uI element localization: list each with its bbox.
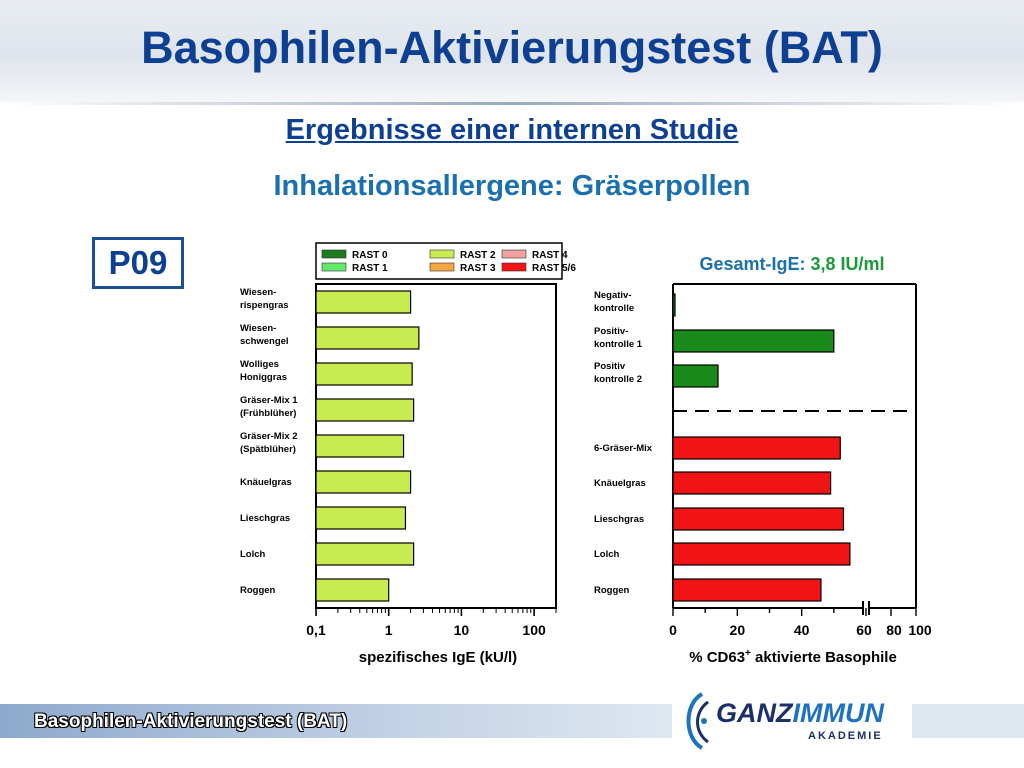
right-category-label: Negativ- [594,290,631,301]
legend-swatch [429,249,455,259]
right-bar [672,364,719,388]
legend-box [315,242,563,280]
page-title: Basophilen-Aktivierungstest (BAT) [141,22,883,73]
left-category-label: Wiesen- [240,287,276,298]
patient-label-box: P09 [92,237,184,289]
logo-ganz: GANZ [716,698,793,728]
left-bar [315,578,390,602]
logo-swirl-icon [686,692,709,750]
left-category-label: Knäuelgras [240,477,292,488]
logo-sub: AKADEMIE [808,730,883,742]
xlabel-rest: aktivierte Basophile [751,649,897,666]
study-subtitle: Ergebnisse einer internen Studie [285,114,739,146]
cd63-activation-chart: Negativ-kontrolle Positiv-kontrolle 1 Posi… [594,283,932,666]
left-tick-label: 0,1 [306,622,326,638]
left-category-label: (Frühblüher) [240,408,296,419]
right-tick-label: 0 [669,622,677,638]
patient-label: P09 [108,244,168,281]
total-ige: Gesamt-IgE: 3,8 IU/ml [640,254,944,275]
right-tick-label: 40 [794,622,810,638]
legend-swatch [501,249,527,259]
right-bar [672,293,676,317]
right-category-label: Lieschgras [594,514,644,525]
left-category-label: Lolch [240,549,266,560]
total-ige-value: 3,8 IU/ml [810,254,885,274]
specific-ige-chart: RAST 0 RAST 1 RAST 2 RAST 3 RAST 4 RAST 5/6 Wi… [240,242,576,666]
right-category-label: Lolch [594,549,620,560]
footer-title: Basophilen-Aktivierungstest (BAT) [34,711,348,732]
left-bar [315,542,415,566]
left-tick-label: 10 [454,622,470,638]
right-bar [672,578,822,602]
right-bar [672,507,845,531]
left-category-label: Gräser-Mix 1 [240,395,298,406]
legend-swatch [321,249,347,259]
right-tick-label: 80 [886,622,902,638]
left-category-label: Wiesen- [240,323,276,334]
xlabel-superscript: + [745,648,751,659]
header-rule [0,102,1024,105]
footer-bar: Basophilen-Aktivierungstest (BAT) [0,704,672,738]
left-category-label: schwengel [240,336,289,347]
left-tick-label: 1 [385,622,393,638]
left-bar [315,326,420,350]
right-tick-label: 100 [908,622,932,638]
left-category-label: Lieschgras [240,513,290,524]
right-tick-label: 20 [730,622,746,638]
logo-immun: IMMUN [792,698,884,728]
legend-label: RAST 3 [460,263,496,274]
right-category-label: kontrolle [594,303,634,314]
right-bar [672,471,832,495]
right-category-label: kontrolle 1 [594,339,643,350]
left-bar [315,290,412,314]
legend-swatch [321,262,347,272]
legend-label: RAST 5/6 [532,263,576,274]
left-category-label: rispengras [240,300,289,311]
right-category-label: Roggen [594,585,630,596]
logo-wordmark: GANZIMMUN [716,698,884,729]
left-bar [315,362,413,386]
right-bar [672,329,835,353]
allergen-group-subtitle: Inhalationsallergene: Gräserpollen [273,170,751,202]
left-x-axis-label: spezifisches IgE (kU/l) [359,649,517,666]
right-category-label: kontrolle 2 [594,374,642,385]
legend-swatch [429,262,455,272]
legend-swatch [501,262,527,272]
ganzimmun-logo: GANZIMMUN AKADEMIE [680,690,910,752]
left-tick-label: 100 [522,622,546,638]
left-bar [315,470,412,494]
header-band [0,0,1024,102]
xlabel-main: % CD63 [689,649,745,666]
left-category-label: (Spätblüher) [240,444,296,455]
total-ige-label: Gesamt-IgE: [699,254,806,274]
left-bar [315,434,405,458]
right-tick-label: 60 [856,622,872,638]
footer-right-band [912,704,1024,738]
legend-label: RAST 1 [352,263,388,274]
right-bar [672,542,851,566]
right-x-axis-label: % CD63+ aktivierte Basophile [689,648,897,666]
left-category-label: Gräser-Mix 2 [240,431,298,442]
legend-label: RAST 0 [352,250,388,261]
right-category-label: Knäuelgras [594,478,646,489]
legend-label: RAST 4 [532,250,568,261]
left-bar [315,398,415,422]
left-bar [315,506,407,530]
right-category-label: Positiv- [594,326,628,337]
left-category-label: Honiggras [240,372,287,383]
right-bar [672,436,841,460]
right-category-label: Positiv [594,361,626,372]
left-category-label: Roggen [240,585,276,596]
left-category-label: Wolliges [240,359,279,370]
legend-label: RAST 2 [460,250,496,261]
right-category-label: 6-Gräser-Mix [594,443,653,454]
